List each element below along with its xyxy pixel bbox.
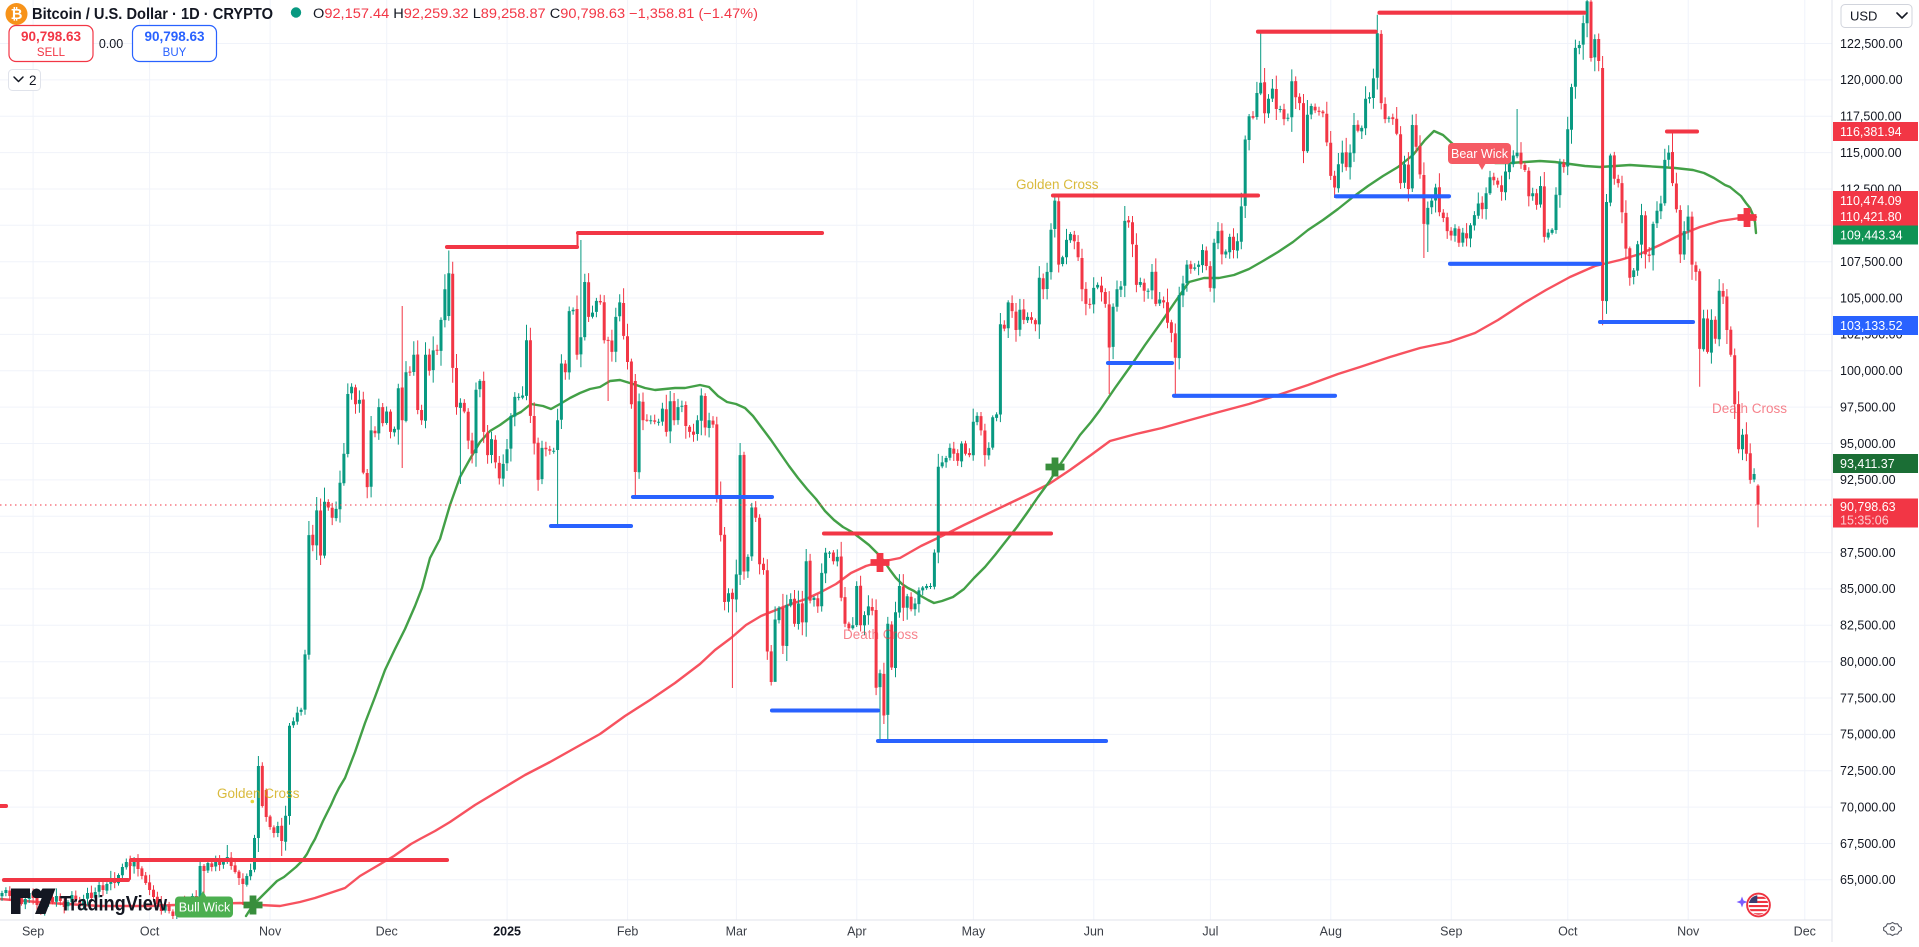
svg-text:Bull Wick: Bull Wick [179, 901, 231, 915]
svg-text:117,500.00: 117,500.00 [1840, 110, 1902, 124]
svg-text:Dec: Dec [376, 925, 398, 939]
svg-text:Mar: Mar [726, 925, 748, 939]
svg-text:Death Cross: Death Cross [1712, 401, 1787, 416]
svg-text:100,000.00: 100,000.00 [1840, 364, 1903, 378]
svg-text:Sep: Sep [1440, 925, 1462, 939]
svg-text:77,500.00: 77,500.00 [1840, 691, 1896, 705]
svg-text:Oct: Oct [140, 925, 160, 939]
svg-text:Bear Wick: Bear Wick [1451, 147, 1509, 161]
svg-text:67,500.00: 67,500.00 [1840, 837, 1896, 851]
svg-text:Jul: Jul [1202, 925, 1218, 939]
svg-text:82,500.00: 82,500.00 [1840, 619, 1896, 633]
svg-text:107,500.00: 107,500.00 [1840, 255, 1903, 269]
svg-text:₿: ₿ [11, 7, 23, 23]
svg-text:Oct: Oct [1558, 925, 1578, 939]
svg-text:May: May [962, 925, 986, 939]
svg-text:Dec: Dec [1794, 925, 1816, 939]
svg-text:120,000.00: 120,000.00 [1840, 73, 1903, 87]
svg-text:15:35:06: 15:35:06 [1840, 514, 1889, 528]
svg-text:0.00: 0.00 [99, 37, 123, 51]
svg-text:Aug: Aug [1320, 925, 1342, 939]
svg-text:75,000.00: 75,000.00 [1840, 728, 1896, 742]
svg-text:65,000.00: 65,000.00 [1840, 873, 1896, 887]
svg-text:122,500.00: 122,500.00 [1840, 37, 1903, 51]
svg-text:Feb: Feb [617, 925, 639, 939]
svg-text:103,133.52: 103,133.52 [1840, 319, 1903, 333]
svg-text:Nov: Nov [1677, 925, 1700, 939]
svg-text:2: 2 [29, 73, 37, 88]
svg-text:110,421.80: 110,421.80 [1840, 210, 1902, 224]
svg-text:2025: 2025 [493, 925, 521, 939]
svg-text:O92,157.44 H92,259.32 L89,258.: O92,157.44 H92,259.32 L89,258.87 C90,798… [313, 6, 758, 21]
svg-text:93,411.37: 93,411.37 [1840, 457, 1895, 471]
svg-text:115,000.00: 115,000.00 [1840, 146, 1902, 160]
svg-text:90,798.63: 90,798.63 [144, 29, 205, 44]
svg-text:90,798.63: 90,798.63 [1840, 500, 1896, 514]
svg-text:BUY: BUY [163, 47, 187, 59]
svg-text:90,798.63: 90,798.63 [21, 29, 82, 44]
svg-text:87,500.00: 87,500.00 [1840, 546, 1896, 560]
svg-text:95,000.00: 95,000.00 [1840, 437, 1896, 451]
svg-text:116,381.94: 116,381.94 [1840, 125, 1902, 139]
svg-text:109,443.34: 109,443.34 [1840, 229, 1903, 243]
svg-text:Jun: Jun [1084, 925, 1104, 939]
svg-text:SELL: SELL [37, 47, 66, 59]
svg-text:Death Cross: Death Cross [843, 627, 918, 642]
svg-text:105,000.00: 105,000.00 [1840, 291, 1903, 305]
svg-text:Golden Cross: Golden Cross [1016, 177, 1099, 192]
svg-text:USD: USD [1850, 9, 1877, 24]
svg-text:TradingView: TradingView [60, 892, 167, 916]
svg-text:110,474.09: 110,474.09 [1840, 194, 1902, 208]
svg-text:85,000.00: 85,000.00 [1840, 582, 1896, 596]
svg-text:72,500.00: 72,500.00 [1840, 764, 1896, 778]
svg-text:Golden Cross: Golden Cross [217, 786, 300, 801]
svg-text:Sep: Sep [22, 925, 44, 939]
svg-text:Bitcoin / U.S. Dollar · 1D · C: Bitcoin / U.S. Dollar · 1D · CRYPTO [32, 6, 273, 23]
svg-text:Apr: Apr [847, 925, 866, 939]
svg-text:97,500.00: 97,500.00 [1840, 400, 1896, 414]
svg-text:80,000.00: 80,000.00 [1840, 655, 1896, 669]
svg-text:70,000.00: 70,000.00 [1840, 800, 1896, 814]
svg-text:Nov: Nov [259, 925, 282, 939]
svg-text:92,500.00: 92,500.00 [1840, 473, 1896, 487]
